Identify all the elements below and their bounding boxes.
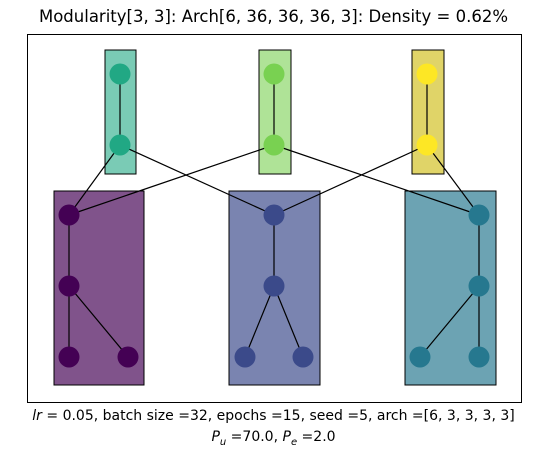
- footer-line-2: Pu =70.0, Pe =2.0: [0, 429, 547, 448]
- pu-subscript: u: [219, 436, 227, 448]
- node-top-middle-1: [263, 63, 285, 85]
- pe-symbol: P: [282, 429, 291, 445]
- nodes: [58, 63, 490, 368]
- footer-params: = 0.05, batch size =32, epochs =15, seed…: [41, 408, 515, 424]
- edge: [426, 144, 480, 216]
- node-bottom-right-2: [468, 275, 490, 297]
- pu-value: =70.0,: [226, 429, 283, 445]
- edge: [273, 144, 480, 216]
- pu-symbol: P: [211, 429, 220, 445]
- footer-line-1: lr = 0.05, batch size =32, epochs =15, s…: [0, 408, 547, 424]
- node-bottom-right-3: [409, 346, 431, 368]
- node-bottom-middle-1: [263, 204, 285, 226]
- node-top-right-2: [416, 134, 438, 156]
- edge: [68, 285, 129, 358]
- node-bottom-right-4: [468, 346, 490, 368]
- node-top-right-1: [416, 63, 438, 85]
- node-bottom-middle-3: [234, 346, 256, 368]
- edge: [119, 144, 275, 216]
- edges: [68, 74, 480, 358]
- plot-frame: [27, 34, 522, 403]
- node-top-left-2: [109, 134, 131, 156]
- node-bottom-left-4: [117, 346, 139, 368]
- node-bottom-middle-4: [292, 346, 314, 368]
- node-bottom-left-2: [58, 275, 80, 297]
- node-top-middle-2: [263, 134, 285, 156]
- edge: [273, 144, 428, 216]
- pe-subscript: e: [290, 436, 298, 448]
- edge: [244, 285, 275, 358]
- node-bottom-middle-2: [263, 275, 285, 297]
- lr-symbol: lr: [32, 408, 42, 424]
- edge: [68, 144, 275, 216]
- figure-title: Modularity[3, 3]: Arch[6, 36, 36, 36, 3]…: [38, 7, 509, 26]
- edge: [68, 144, 121, 216]
- node-bottom-left-3: [58, 346, 80, 368]
- pe-value: =2.0: [297, 429, 336, 445]
- node-bottom-left-1: [58, 204, 80, 226]
- edge: [419, 285, 480, 358]
- node-bottom-right-1: [468, 204, 490, 226]
- edge: [273, 285, 304, 358]
- node-top-left-1: [109, 63, 131, 85]
